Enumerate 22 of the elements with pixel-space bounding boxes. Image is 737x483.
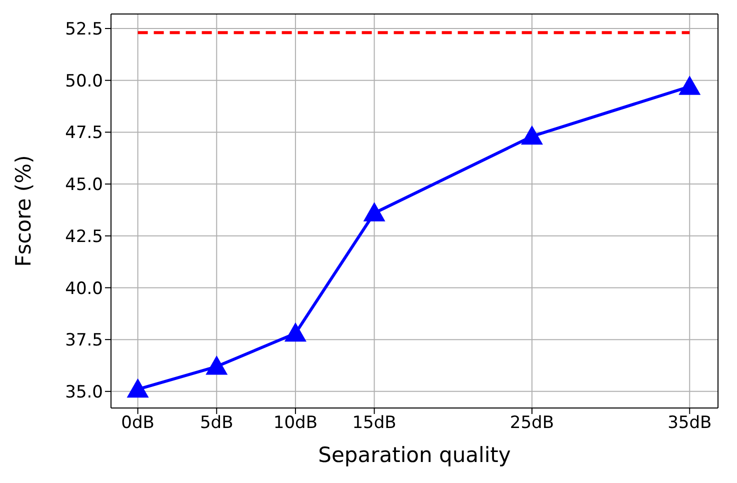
y-tick-label: 47.5 [65, 123, 103, 144]
y-tick-label: 42.5 [65, 226, 103, 247]
x-tick-label: 15dB [352, 413, 396, 434]
x-tick-label: 5dB [200, 413, 234, 434]
y-tick-label: 37.5 [65, 330, 103, 351]
y-tick-label: 35.0 [65, 382, 103, 402]
x-tick-label: 25dB [510, 413, 554, 434]
x-tick-label: 10dB [273, 413, 318, 434]
x-tick-label: 35dB [668, 413, 712, 434]
point [206, 356, 228, 375]
point [126, 378, 149, 398]
point [363, 202, 386, 222]
y-axis-title: Fscore (%) [11, 155, 36, 267]
y-tick-label: 52.5 [65, 20, 103, 40]
point [520, 125, 543, 145]
y-tick-label: 40.0 [65, 278, 103, 299]
point [284, 322, 306, 342]
point [678, 76, 701, 95]
x-tick-label: 0dB [121, 413, 154, 434]
x-axis-title: Separation quality [318, 443, 511, 467]
y-tick-label: 50.0 [65, 71, 103, 92]
y-tick-label: 45.0 [65, 175, 103, 196]
